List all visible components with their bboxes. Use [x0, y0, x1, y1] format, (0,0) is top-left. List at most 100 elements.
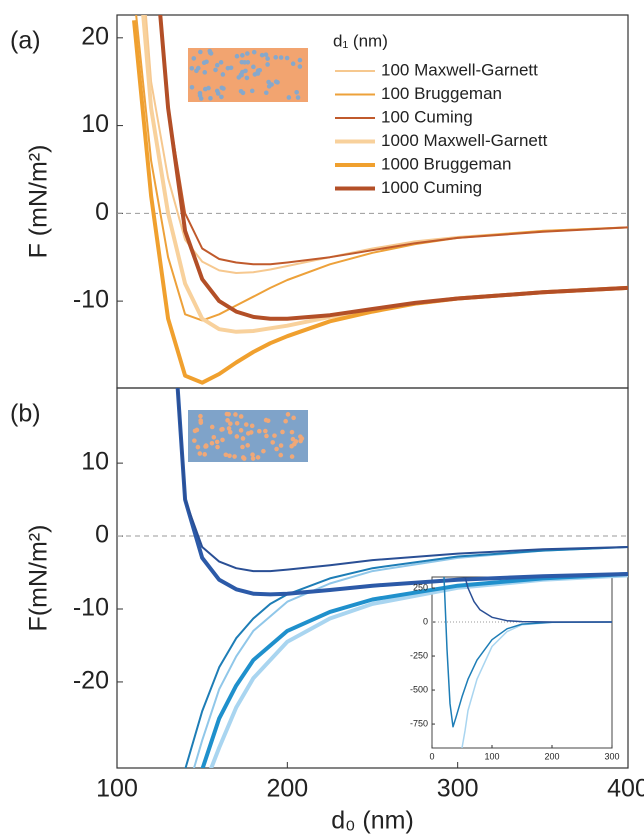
particle [293, 439, 299, 444]
particle [223, 452, 229, 458]
particle [243, 422, 249, 427]
particle [249, 423, 255, 429]
particle [204, 59, 209, 65]
particle [269, 82, 274, 87]
series-line [184, 546, 628, 768]
particle [215, 444, 220, 450]
legend-label: 100 Bruggeman [381, 84, 502, 103]
y-tick-label: -250 [410, 650, 428, 660]
particle [218, 60, 224, 65]
particle [245, 443, 251, 448]
series-group [175, 388, 628, 768]
y-tick-label: -500 [410, 684, 428, 694]
y-tick-label: -20 [73, 667, 109, 695]
series-group [132, 15, 628, 385]
particle [250, 456, 256, 461]
particle [278, 452, 284, 458]
texture-a [188, 48, 308, 102]
particle [209, 424, 215, 430]
particle [191, 56, 197, 61]
particle [251, 49, 257, 55]
particle [227, 429, 233, 435]
particle [234, 434, 240, 439]
particle [240, 53, 245, 58]
particle [220, 437, 225, 443]
y-tick-label: -10 [73, 594, 109, 622]
particle [272, 433, 277, 438]
particle [225, 418, 230, 423]
particle [202, 70, 208, 75]
particle [202, 86, 208, 92]
particle [263, 428, 268, 434]
particle [219, 85, 225, 91]
inset-frame [431, 576, 613, 749]
y-tick-label: 10 [81, 110, 109, 138]
plot-frame [116, 387, 629, 769]
y-tick-label: 250 [413, 582, 428, 592]
particle [211, 434, 217, 440]
y-tick-label: 20 [81, 22, 109, 50]
series-group [443, 577, 612, 748]
particle [280, 429, 285, 435]
particle [202, 452, 208, 457]
particle [285, 412, 291, 417]
particle [298, 438, 303, 444]
particle [214, 88, 220, 94]
y-tick-label: 10 [81, 448, 109, 476]
particle [255, 455, 261, 460]
particle [289, 454, 295, 459]
particle [233, 412, 238, 417]
particle [270, 440, 276, 445]
x-tick-label: 200 [266, 775, 308, 803]
particle [259, 52, 265, 58]
particle [265, 56, 270, 61]
particle [273, 79, 279, 85]
particle [245, 431, 251, 436]
particle [261, 448, 266, 454]
particle [198, 49, 203, 55]
x-tick-label: 100 [96, 775, 138, 803]
particle [265, 418, 271, 424]
particle [264, 433, 269, 439]
particle [219, 94, 224, 100]
particle [290, 61, 296, 66]
particle [196, 65, 201, 71]
particle-insets [188, 48, 308, 462]
particle [238, 428, 244, 433]
particle [225, 65, 231, 71]
particle [298, 434, 303, 439]
series-line [443, 577, 612, 728]
particle [273, 55, 279, 60]
particle [240, 436, 246, 441]
y-tick-label: 0 [95, 521, 109, 549]
x-tick-label: 0 [429, 751, 434, 761]
particle [208, 96, 213, 101]
particle [220, 72, 226, 77]
particle [192, 428, 198, 434]
particle [244, 75, 250, 81]
particle [232, 454, 237, 459]
particle [263, 90, 269, 96]
particle [226, 411, 231, 417]
particle [297, 57, 303, 63]
particle [283, 418, 288, 424]
particle [195, 444, 201, 450]
particle [242, 60, 247, 65]
series-line [158, 15, 628, 321]
x-tick-label: 300 [437, 775, 479, 803]
particle [213, 67, 218, 73]
particle [251, 64, 256, 70]
particle [234, 420, 240, 426]
particle [240, 90, 246, 96]
legend-label: 100 Maxwell-Garnett [381, 60, 538, 79]
particle [284, 55, 290, 61]
particle [274, 446, 279, 452]
series-line [200, 572, 628, 768]
series-line [176, 388, 628, 573]
particle [286, 95, 292, 100]
particle [265, 62, 270, 67]
series-line [464, 577, 612, 623]
particle [249, 88, 255, 94]
particle [209, 440, 215, 446]
